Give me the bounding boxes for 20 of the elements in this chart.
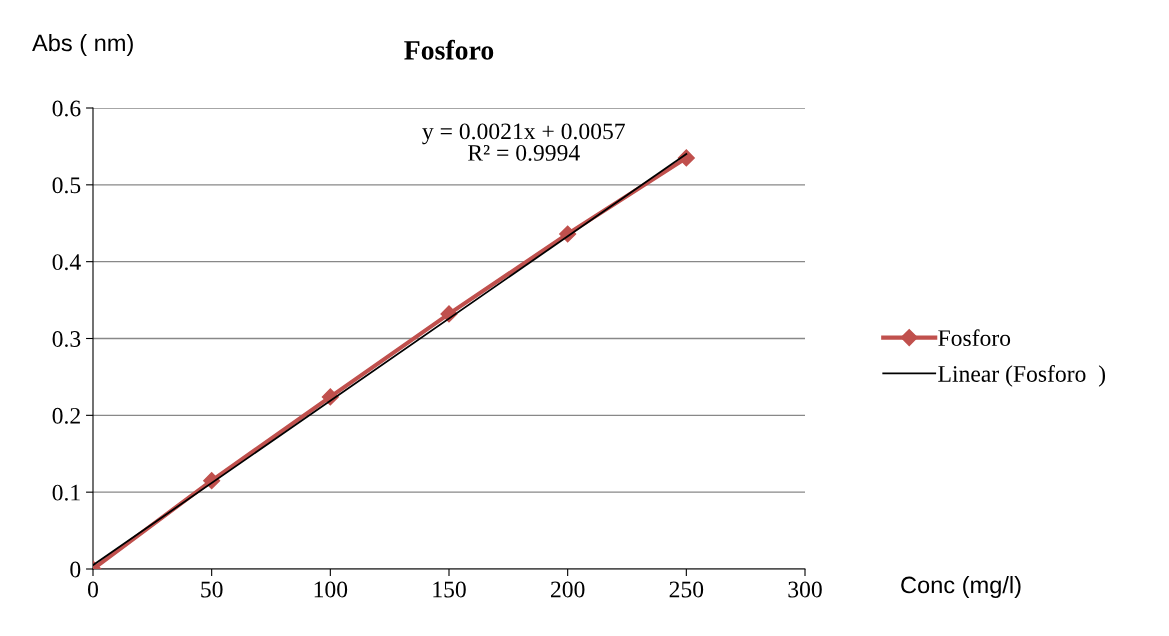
x-tick-label: 50 (201, 581, 223, 598)
chart-title: Fosforo (404, 39, 494, 60)
y-tick-label: 0.5 (52, 177, 81, 194)
annotation: y = 0.0021x + 0.0057 R² = 0.9994 (422, 123, 625, 161)
x-tick-label: 100 (314, 581, 348, 598)
y-tick-label: 0.4 (52, 254, 81, 271)
y-tick-label: 0 (70, 561, 81, 578)
legend-label: Linear (Fosforo ) (938, 365, 1106, 387)
legend-label: Fosforo (938, 329, 1011, 347)
y-tick-label: 0.2 (52, 407, 80, 424)
y-tick-label: 0.3 (52, 330, 81, 348)
y-tick-label: 0.6 (52, 100, 81, 117)
y-axis-title: Abs ( nm) (32, 34, 133, 56)
x-tick-label: 250 (669, 581, 704, 598)
x-tick-label: 200 (550, 581, 585, 598)
x-tick-label: 300 (788, 581, 822, 598)
x-tick-label: 0 (88, 581, 98, 598)
x-tick-label: 150 (433, 581, 466, 598)
y-tick-label: 0.1 (52, 484, 80, 501)
x-axis-title: Conc (mg/l) (901, 575, 1021, 599)
